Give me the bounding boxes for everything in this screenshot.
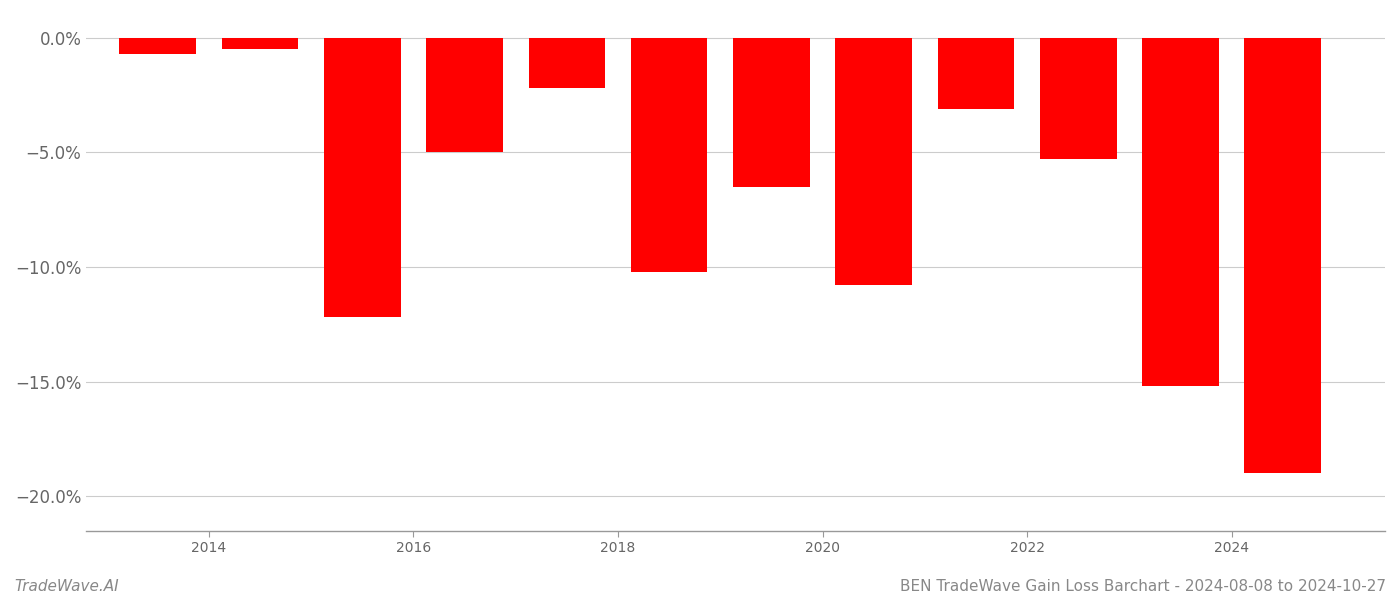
Bar <box>323 38 400 317</box>
Bar <box>631 38 707 272</box>
Bar <box>426 38 503 152</box>
Bar <box>1040 38 1117 160</box>
Bar <box>119 38 196 54</box>
Bar <box>529 38 605 88</box>
Bar <box>938 38 1014 109</box>
Text: TradeWave.AI: TradeWave.AI <box>14 579 119 594</box>
Bar <box>836 38 911 286</box>
Bar <box>1142 38 1219 386</box>
Text: BEN TradeWave Gain Loss Barchart - 2024-08-08 to 2024-10-27: BEN TradeWave Gain Loss Barchart - 2024-… <box>900 579 1386 594</box>
Bar <box>221 38 298 49</box>
Bar <box>1245 38 1322 473</box>
Bar <box>734 38 809 187</box>
